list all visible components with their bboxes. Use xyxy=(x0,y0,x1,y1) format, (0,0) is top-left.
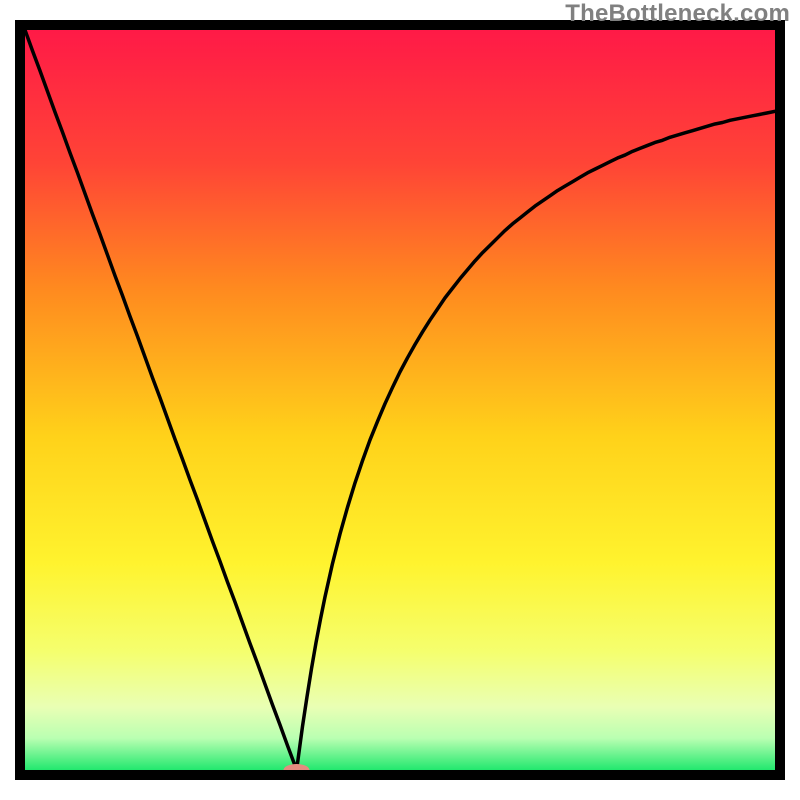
watermark-text: TheBottleneck.com xyxy=(565,0,790,28)
chart-container: TheBottleneck.com xyxy=(0,0,800,800)
bottleneck-chart xyxy=(0,0,800,800)
